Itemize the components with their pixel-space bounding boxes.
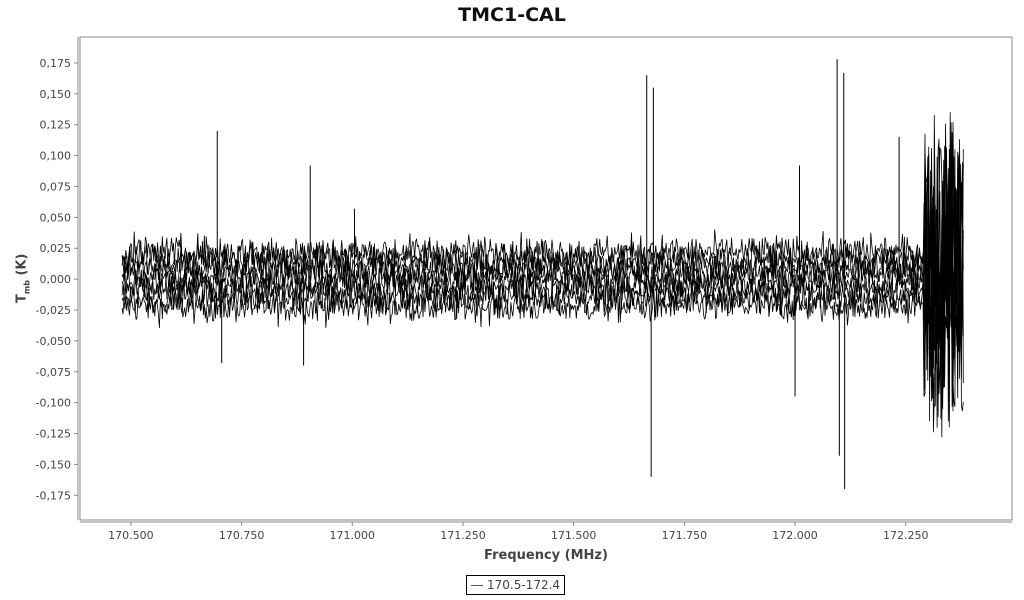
- series-trace: [121, 122, 964, 438]
- legend-swatch: [471, 584, 483, 586]
- x-tick-label: 172.250: [883, 529, 929, 542]
- y-tick-label: -0,100: [36, 397, 71, 410]
- legend[interactable]: 170.5-172.4: [466, 575, 566, 595]
- y-label-main: T: [14, 294, 30, 304]
- y-tick-label: 0,175: [40, 57, 72, 70]
- x-tick-label: 171.000: [330, 529, 376, 542]
- y-tick-label: -0,050: [36, 335, 71, 348]
- y-tick-label: 0,100: [40, 150, 72, 163]
- y-tick-label: 0,075: [40, 180, 72, 193]
- y-tick-label: 0,050: [40, 211, 72, 224]
- y-tick-label: 0,150: [40, 88, 72, 101]
- y-tick-label: 0,125: [40, 119, 72, 132]
- y-tick-label: -0,175: [36, 489, 71, 502]
- x-tick-label: 171.250: [440, 529, 486, 542]
- x-axis-label: Frequency (MHz): [484, 548, 608, 563]
- x-tick-label: 171.750: [662, 529, 708, 542]
- series-trace: [121, 121, 964, 428]
- y-tick-label: 0,000: [40, 273, 72, 286]
- plot-frame: [79, 36, 1013, 521]
- x-tick-label: 172.000: [772, 529, 818, 542]
- x-tick-label: 170.500: [108, 529, 154, 542]
- series-trace: [121, 123, 964, 428]
- chart-title: TMC1-CAL: [458, 4, 566, 26]
- y-tick-label: 0,025: [40, 242, 72, 255]
- y-tick-label: -0,075: [36, 366, 71, 379]
- legend-label: 170.5-172.4: [487, 578, 561, 592]
- y-tick-label: -0,025: [36, 304, 71, 317]
- y-tick-label: -0,125: [36, 428, 71, 441]
- series-trace: [121, 139, 964, 418]
- x-tick-label: 170.750: [219, 529, 265, 542]
- y-axis-label: Tmb (K): [15, 233, 32, 323]
- x-tick-label: 171.500: [551, 529, 597, 542]
- y-label-sub: mb: [22, 280, 32, 295]
- series-trace: [121, 112, 964, 419]
- y-label-unit: (K): [14, 253, 30, 276]
- y-tick-label: -0,150: [36, 458, 71, 471]
